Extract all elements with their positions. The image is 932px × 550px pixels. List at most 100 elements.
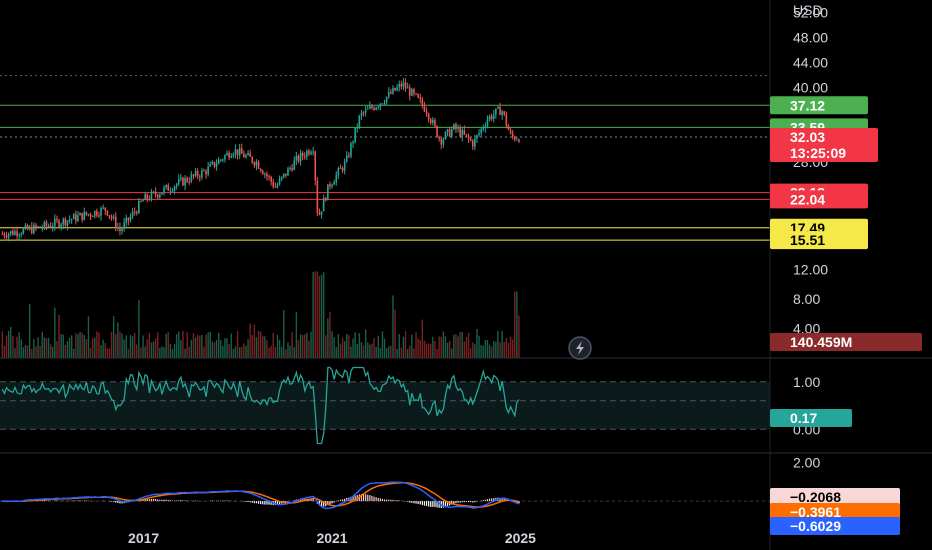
candle-body [373,107,375,110]
candle-body [488,115,491,120]
candle-body [135,212,138,214]
volume-bar [140,347,142,358]
volume-bar [304,334,306,358]
volume-bar [41,331,43,358]
macd-histogram-bar [245,501,247,502]
candle-body [190,174,193,182]
candle-body [310,152,312,155]
macd-histogram-bar [415,501,417,504]
volume-bar [112,316,115,358]
macd-histogram-bar [446,501,449,506]
candle-body [465,134,468,136]
candle-body [201,170,203,178]
macd-histogram-bar [486,499,489,502]
volume-bar [89,347,92,358]
volume-bar [467,332,470,358]
volume-bar [314,271,316,358]
candle-body [318,212,321,215]
candle-body [188,181,191,183]
macd-histogram-bar [453,501,455,504]
price-badge-bg [770,231,868,250]
macd-histogram-bar [482,500,484,502]
macd-badge-bg [770,503,900,521]
candle-body [16,231,18,236]
candle-body [352,141,354,144]
volume-bar [335,347,337,358]
volume-bar [276,334,279,358]
volume-bar [131,336,134,358]
candle-body [278,178,281,185]
volume-bar [346,333,348,358]
macd-histogram-bar [287,501,289,502]
candle-body [35,224,37,228]
volume-bar [350,346,352,358]
macd-histogram-bar [417,501,419,505]
volume-bar [127,348,130,358]
candle-body [341,168,344,171]
volume-bar [196,334,199,358]
volume-bar [133,332,136,358]
volume-bar [413,348,415,358]
macd-histogram-bar [344,498,346,502]
volume-bar [280,346,283,358]
macd-tick-label: 2.00 [793,455,820,471]
candle-body [175,184,178,187]
price-badge: 37.12 [790,97,825,113]
volume-bar [1,331,4,358]
volume-bar [289,345,291,358]
volume-bar [228,344,230,358]
macd-histogram-bar [518,501,520,504]
candle-body [492,114,495,119]
macd-histogram-bar [465,501,468,503]
macd-histogram-bar [247,501,249,502]
volume-bar [7,330,10,358]
macd-histogram-bar [457,501,459,503]
volume-bar [85,339,88,358]
candle-body [131,211,134,217]
candle-body [232,153,235,157]
volume-bar [434,341,436,358]
volume-bar [184,348,186,358]
candle-body [5,236,8,238]
macd-histogram-bar [444,501,447,507]
volume-bar [68,337,71,358]
price-badge: 32.03 [790,129,825,145]
macd-histogram-bar [327,501,329,505]
volume-bar [224,338,226,358]
time-axis[interactable]: 2017 2021 2025 [128,530,536,546]
candle-body [474,138,476,147]
volume-bar [270,345,272,358]
lightning-icon[interactable] [568,336,592,360]
candle-body [455,124,457,130]
candle-body [173,186,176,191]
candle-body [184,178,186,186]
macd-histogram-bar [493,498,495,502]
candle-body [362,112,365,114]
macd-histogram-bar [43,500,45,502]
price-axis[interactable]: 52.0048.0044.0040.0028.0012.008.004.001.… [793,4,828,470]
volume-bars [1,271,520,358]
volume-bar [232,348,235,358]
candle-body [14,231,16,235]
volume-bar [442,331,445,358]
macd-histogram-bar [436,501,438,508]
candle-body [177,179,180,185]
candle-body [450,129,453,137]
candle-body [226,152,228,156]
macd-histogram-bar [503,498,505,502]
macd-histogram-bar [337,500,339,502]
volume-bar [457,336,459,358]
macd-histogram-bar [251,501,253,503]
volume-bar [436,348,438,358]
macd-histogram-bar [47,500,50,502]
macd-histogram-bar [459,501,461,503]
candle-body [146,194,149,200]
volume-bar [318,275,321,358]
volume-bar [461,331,463,358]
macd-histogram-bar [249,501,251,503]
volume-bar [409,345,411,358]
volume-bar [448,340,451,358]
volume-bar [392,295,394,358]
volume-bar [222,346,224,358]
